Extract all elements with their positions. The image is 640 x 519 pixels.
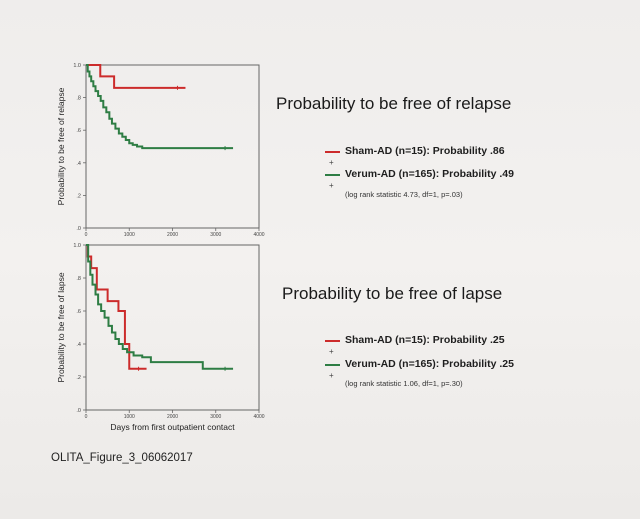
y-tick-label: .0 — [76, 226, 81, 232]
x-tick-label: 2000 — [167, 414, 178, 420]
y-tick-label: 1.0 — [73, 243, 81, 249]
y-tick-label: .4 — [76, 342, 81, 348]
chart-1-legend-verum-swatch — [325, 174, 340, 176]
series-verum-line — [86, 64, 234, 150]
chart-1-legend-verum-marker: + — [329, 181, 334, 190]
y-tick-label: .2 — [76, 193, 81, 199]
chart-2-legend-verum: Verum-AD (n=165): Probability .25 — [345, 358, 514, 370]
chart-2-legend-sham-swatch — [325, 340, 340, 342]
chart-2-title: Probability to be free of lapse — [282, 284, 503, 303]
series-verum-line — [86, 244, 234, 370]
x-tick-label: 1000 — [124, 232, 135, 238]
y-tick-label: .4 — [76, 161, 81, 167]
chart-1-stat: (log rank statistic 4.73, df=1, p=.03) — [345, 190, 463, 199]
figure-caption: OLITA_Figure_3_06062017 — [51, 452, 193, 464]
y-tick-label: .8 — [76, 96, 81, 102]
y-axis-label: Probability to be free of lapse — [56, 272, 66, 382]
y-tick-label: .6 — [76, 128, 81, 134]
y-tick-label: .2 — [76, 375, 81, 381]
chart-1-legend-sham: Sham-AD (n=15): Probability .86 — [345, 145, 505, 157]
chart-2-legend-verum-marker: + — [329, 371, 334, 380]
x-axis-label: Days from first outpatient contact — [110, 422, 235, 432]
y-axis-label: Probability to be free of relapse — [56, 87, 66, 205]
chart-1-title: Probability to be free of relapse — [276, 94, 512, 113]
chart-1-legend-verum: Verum-AD (n=165): Probability .49 — [345, 168, 514, 180]
chart-2-legend-sham: Sham-AD (n=15): Probability .25 — [345, 334, 505, 346]
y-tick-label: .0 — [76, 408, 81, 414]
x-tick-label: 4000 — [253, 232, 264, 238]
x-tick-label: 0 — [85, 232, 88, 238]
chart-1: .0 .2 .4 .6 .8 1.0 0 1000 2000 3000 4000 Probabilit… — [56, 63, 265, 238]
chart-2: .0 .2 .4 .6 .8 1.0 0 1000 2000 3000 4000 Probabilit… — [56, 243, 265, 432]
chart-1-legend-sham-swatch — [325, 151, 340, 153]
chart-2-legend-sham-marker: + — [329, 347, 334, 356]
y-tick-label: 1.0 — [73, 63, 81, 69]
x-tick-label: 1000 — [124, 414, 135, 420]
chart-1-legend-sham-marker: + — [329, 158, 334, 167]
x-tick-label: 3000 — [210, 232, 221, 238]
y-tick-label: .8 — [76, 276, 81, 282]
series-sham-line — [86, 64, 186, 89]
x-tick-label: 2000 — [167, 232, 178, 238]
plot-frame — [85, 64, 260, 229]
series-sham-line — [86, 244, 147, 370]
chart-2-stat: (log rank statistic 1.06, df=1, p=.30) — [345, 379, 463, 388]
chart-2-legend-verum-swatch — [325, 364, 340, 366]
x-tick-label: 4000 — [253, 414, 264, 420]
x-tick-label: 0 — [85, 414, 88, 420]
x-tick-label: 3000 — [210, 414, 221, 420]
y-tick-label: .6 — [76, 309, 81, 315]
